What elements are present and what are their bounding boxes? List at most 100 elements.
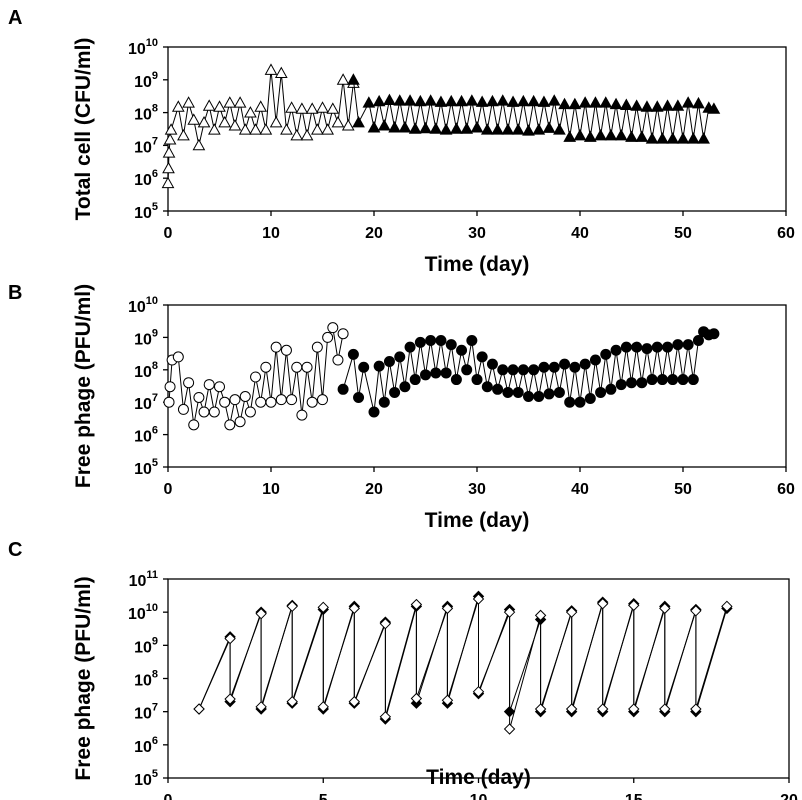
panel-c-data-point bbox=[534, 609, 547, 622]
panel-a-data-point bbox=[264, 63, 278, 75]
panel-a-data-point bbox=[367, 121, 381, 133]
panel-a-y-tick-label: 107 bbox=[134, 135, 158, 156]
panel-c-y-tick-label: 1010 bbox=[128, 602, 158, 623]
panel-b-data-point bbox=[543, 388, 555, 400]
panel-b-data-point bbox=[337, 328, 349, 340]
panel-b-data-point bbox=[595, 386, 607, 398]
panel-a-data-point bbox=[480, 123, 494, 135]
panel-c-data-point bbox=[441, 602, 454, 615]
panel-a-data-point bbox=[295, 102, 309, 114]
panel-a-data-point bbox=[594, 128, 607, 141]
panel-b-data-point bbox=[291, 361, 303, 373]
panel-b-data-point bbox=[656, 374, 668, 386]
panel-a-x-axis-title: Time (day) bbox=[425, 253, 530, 276]
panel-a-x-tick-label: 20 bbox=[365, 225, 383, 242]
panel-c-data-point bbox=[659, 602, 671, 615]
panel-a-data-point bbox=[568, 97, 582, 110]
panel-b-x-axis-title: Time (day) bbox=[425, 509, 530, 532]
panel-b-data-point bbox=[378, 396, 390, 408]
panel-b-data-point bbox=[620, 341, 632, 353]
panel-b-data-point bbox=[280, 344, 292, 356]
panel-c-data-point bbox=[348, 695, 361, 708]
panel-c-x-tick-label: 10 bbox=[470, 792, 488, 800]
panel-b-data-point bbox=[163, 396, 175, 408]
panel-b-data-point bbox=[420, 369, 431, 381]
panel-c-x-axis-title: Time (day) bbox=[426, 766, 531, 789]
panel-c-data-point bbox=[379, 711, 392, 723]
panel-a-data-point bbox=[517, 94, 530, 107]
panel-c-x-tick-label: 15 bbox=[625, 792, 643, 800]
panel-c-data-point bbox=[503, 723, 516, 735]
panel-a-data-point bbox=[326, 102, 340, 114]
panel-b-data-point bbox=[296, 409, 308, 421]
panel-a-data-point bbox=[164, 123, 178, 135]
panel-a-data-point bbox=[486, 94, 499, 107]
panel-a-data-point bbox=[439, 123, 453, 135]
panel-a-data-point bbox=[352, 115, 365, 128]
panel-a-data-point bbox=[372, 94, 386, 107]
panel-b-data-point bbox=[219, 396, 231, 408]
panel-b-data-point bbox=[260, 361, 272, 373]
panel-a-data-point bbox=[393, 94, 407, 106]
panel-a-data-point bbox=[686, 132, 700, 144]
panel-c-data-point bbox=[690, 703, 702, 715]
panel-a-series-line bbox=[352, 79, 715, 139]
panel-a-data-point bbox=[300, 128, 314, 141]
panel-c-x-tick-label: 20 bbox=[780, 792, 798, 800]
panel-a-data-point bbox=[522, 124, 535, 136]
panel-c-data-point bbox=[503, 606, 516, 618]
panel-a-data-point bbox=[635, 130, 649, 142]
panel-b-data-point bbox=[523, 390, 534, 402]
panel-a-data-point bbox=[620, 98, 633, 110]
panel-a-data-point bbox=[532, 123, 546, 135]
panel-b-data-point bbox=[682, 339, 694, 351]
panel-c-letter: C bbox=[8, 539, 22, 561]
panel-a-data-point bbox=[182, 96, 195, 108]
panel-c-data-point bbox=[565, 703, 578, 715]
panel-b-plot-frame bbox=[167, 304, 787, 468]
panel-a-data-point bbox=[625, 130, 638, 142]
panel-a-data-point bbox=[192, 138, 206, 151]
panel-a-data-point bbox=[491, 123, 504, 135]
panel-a-data-point bbox=[671, 99, 685, 111]
panel-b-data-point bbox=[270, 341, 282, 353]
panel-a-y-tick-label: 105 bbox=[134, 201, 158, 222]
panel-a-data-point bbox=[650, 100, 664, 112]
panel-b-data-point bbox=[584, 393, 596, 405]
panel-b-series-circle-open bbox=[163, 322, 349, 431]
panel-a-data-point bbox=[583, 130, 597, 142]
panel-a-data-point bbox=[444, 94, 458, 107]
panel-c-y-tick-label: 109 bbox=[134, 635, 158, 656]
panel-b-data-point bbox=[600, 348, 612, 360]
panel-a-data-point bbox=[661, 99, 674, 111]
panel-c-data-point bbox=[441, 694, 454, 707]
panel-a-data-point bbox=[162, 146, 176, 158]
panel-a-data-point bbox=[233, 96, 247, 108]
panel-b-data-point bbox=[435, 335, 447, 347]
panel-b-data-point bbox=[322, 331, 334, 343]
panel-a-data-point bbox=[249, 123, 262, 135]
panel-b-y-tick-label: 108 bbox=[134, 360, 158, 381]
panel-a-data-point bbox=[578, 96, 592, 108]
panel-a-data-point bbox=[187, 113, 201, 125]
panel-a-data-point bbox=[527, 94, 540, 107]
panel-a-data-point bbox=[656, 132, 669, 144]
panel-a-data-point bbox=[537, 95, 551, 107]
panel-b-x-tick-label: 60 bbox=[777, 481, 795, 498]
panel-c-data-point bbox=[317, 701, 329, 713]
panel-b-data-point bbox=[687, 374, 699, 386]
panel-a-x-tick-label: 60 bbox=[777, 225, 795, 242]
panel-b-data-point bbox=[373, 360, 385, 372]
panel-a-data-point bbox=[666, 132, 680, 144]
panel-b-data-point bbox=[183, 377, 195, 389]
panel-c-data-point bbox=[193, 703, 205, 715]
panel-a-data-point bbox=[163, 133, 177, 145]
panel-b-data-point bbox=[626, 377, 637, 389]
panel-a-data-point bbox=[274, 66, 288, 79]
panel-b-y-tick-label: 107 bbox=[134, 392, 158, 413]
panel-c-series-line bbox=[198, 598, 728, 730]
panel-b-data-point bbox=[569, 361, 581, 373]
panel-a-data-point bbox=[331, 115, 345, 128]
panel-b-data-point bbox=[533, 390, 545, 402]
panel-b-data-point bbox=[394, 351, 406, 363]
